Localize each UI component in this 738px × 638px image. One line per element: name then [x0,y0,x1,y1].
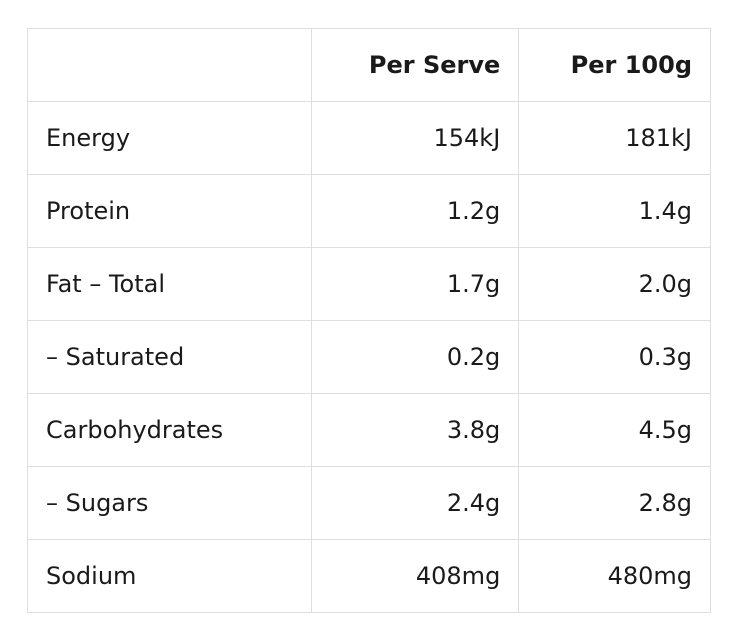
cell: 1.7g [310,247,520,321]
cell: 154kJ [310,101,520,175]
row: – Saturated 0.2g 0.3g [27,320,711,394]
cell: Protein [27,174,312,248]
row: Energy 154kJ 181kJ [27,101,711,175]
cell: Energy [27,101,312,175]
row: – Sugars 2.4g 2.8g [27,466,711,540]
cell: 181kJ [518,101,711,175]
cell: 0.3g [518,320,711,394]
cell: 1.4g [518,174,711,248]
cell: 480mg [518,539,711,613]
row: Sodium 408mg 480mg [27,539,711,613]
header-cell: Per 100g [518,28,711,102]
cell: – Saturated [27,320,312,394]
cell: 0.2g [310,320,520,394]
cell: 4.5g [518,393,711,467]
cell: – Sugars [27,466,312,540]
cell: Sodium [27,539,312,613]
cell: Carbohydrates [27,393,312,467]
cell: 408mg [310,539,520,613]
header-cell [27,28,312,102]
cell: 3.8g [310,393,520,467]
header-row: Per Serve Per 100g [27,28,711,102]
row: Protein 1.2g 1.4g [27,174,711,248]
cell: 2.8g [518,466,711,540]
cell: 2.4g [310,466,520,540]
row: Carbohydrates 3.8g 4.5g [27,393,711,467]
nutrition-table: Per Serve Per 100g Energy 154kJ 181kJ Protei… [27,28,711,613]
row: Fat – Total 1.7g 2.0g [27,247,711,321]
cell: 2.0g [518,247,711,321]
cell: Fat – Total [27,247,312,321]
header-cell: Per Serve [310,28,520,102]
cell: 1.2g [310,174,520,248]
